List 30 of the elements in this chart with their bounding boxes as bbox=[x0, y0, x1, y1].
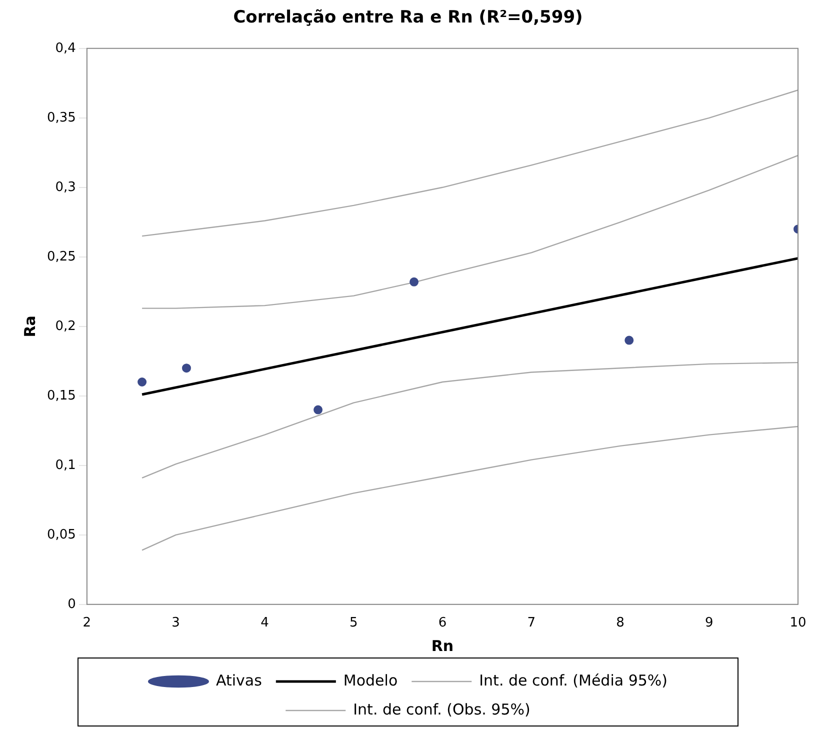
x-tick-label: 8 bbox=[616, 616, 624, 631]
point bbox=[314, 405, 323, 414]
x-tick-label: 4 bbox=[260, 616, 269, 631]
y-tick-label: 0,35 bbox=[46, 110, 76, 126]
x-tick-label: 7 bbox=[527, 616, 536, 631]
y-tick-label: 0,2 bbox=[55, 318, 76, 334]
y-tick-label: 0,25 bbox=[46, 249, 76, 264]
legend-label: Int. de conf. (Obs. 95%) bbox=[353, 700, 530, 718]
x-tick-label: 2 bbox=[82, 616, 92, 631]
y-tick-label: 0 bbox=[68, 596, 76, 612]
legend-label: Ativas bbox=[216, 671, 262, 690]
point bbox=[410, 277, 419, 286]
point bbox=[182, 364, 191, 373]
legend-label: Int. de conf. (Média 95%) bbox=[479, 671, 668, 690]
x-tick-label: 9 bbox=[704, 616, 714, 631]
y-tick-label: 0,1 bbox=[55, 458, 76, 473]
y-tick-label: 0,05 bbox=[46, 527, 76, 542]
y-axis-title: Ra bbox=[20, 316, 39, 338]
point bbox=[624, 336, 634, 345]
legend-label: Modelo bbox=[343, 671, 398, 690]
x-axis-title: Rn bbox=[431, 636, 454, 655]
x-tick-label: 6 bbox=[438, 616, 447, 631]
x-tick-label: 3 bbox=[172, 616, 180, 631]
chart-title: Correlação entre Ra e Rn (R²=0,599) bbox=[233, 8, 583, 28]
y-tick-label: 0,15 bbox=[46, 388, 76, 404]
x-tick-label: 5 bbox=[349, 616, 358, 631]
y-tick-label: 0,4 bbox=[55, 40, 76, 56]
point bbox=[138, 378, 147, 386]
y-tick-label: 0,3 bbox=[55, 180, 76, 195]
x-tick-label: 10 bbox=[790, 616, 806, 631]
